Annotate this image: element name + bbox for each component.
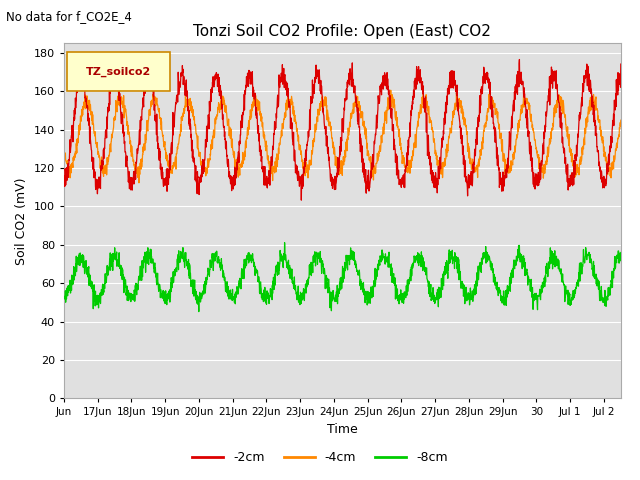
- X-axis label: Time: Time: [327, 423, 358, 436]
- FancyBboxPatch shape: [67, 52, 170, 91]
- Title: Tonzi Soil CO2 Profile: Open (East) CO2: Tonzi Soil CO2 Profile: Open (East) CO2: [193, 24, 492, 39]
- Legend: -2cm, -4cm, -8cm: -2cm, -4cm, -8cm: [187, 446, 453, 469]
- Text: TZ_soilco2: TZ_soilco2: [86, 67, 151, 77]
- Y-axis label: Soil CO2 (mV): Soil CO2 (mV): [15, 177, 28, 264]
- Text: No data for f_CO2E_4: No data for f_CO2E_4: [6, 10, 132, 23]
